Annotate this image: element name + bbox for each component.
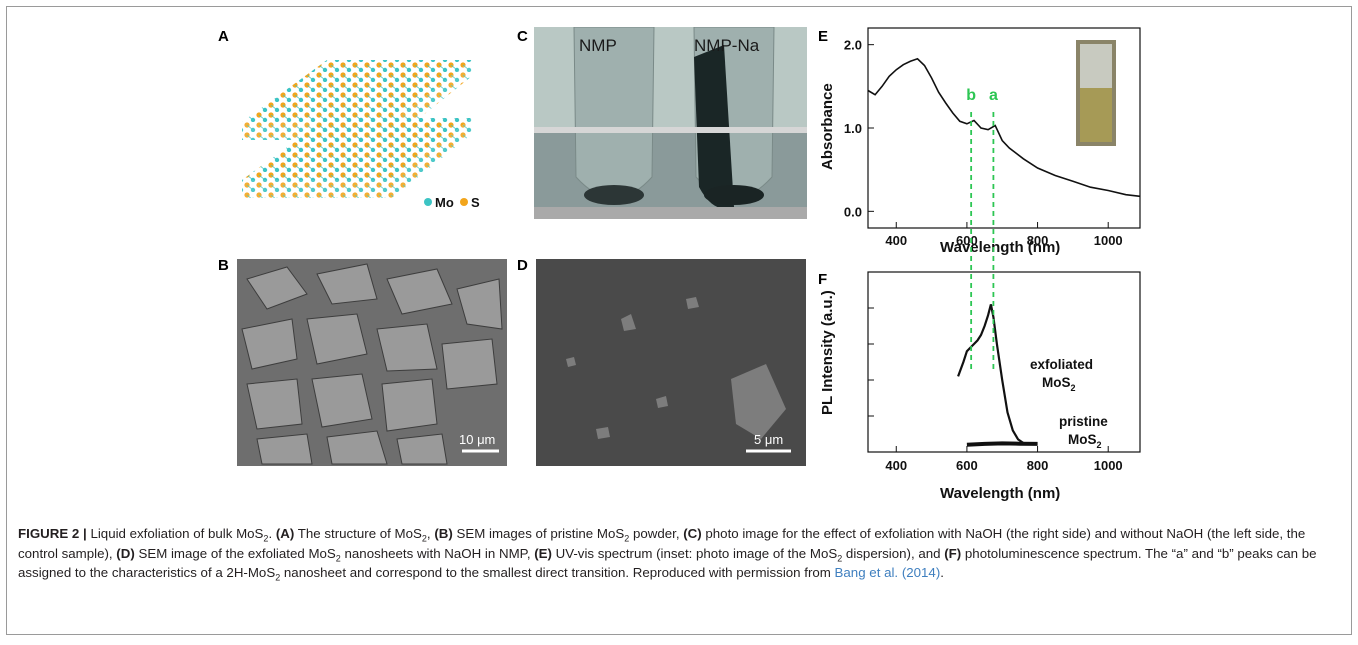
panel-label-c: C [517,28,528,45]
y-tick-label-e: 2.0 [844,38,862,53]
series-absorbance-line [867,57,1141,198]
label-exfoliated: exfoliated [1030,357,1093,372]
series-exfoliated-line [957,304,1025,444]
x-tick-label-e: 600 [956,233,978,248]
label-pristine-mos-text: MoS [1068,432,1097,447]
panel-label-a: A [218,28,229,45]
subscript: 2 [624,533,630,544]
caption-text: . [940,565,944,580]
y-axis-label-f: PL Intensity (a.u.) [819,290,836,415]
x-tick-label-f: 800 [1027,458,1049,473]
panel-ref: (E) [534,545,552,561]
caption-text: , [426,526,435,541]
peak-label-a: a [989,87,998,104]
x-axis-label-f: Wavelength (nm) [940,485,1060,502]
caption-text: powder, [629,526,684,541]
vial-label-nmp-na: NMP-Na [694,36,760,55]
peak-markers: b a [966,87,998,370]
panel-label-e: E [818,28,829,45]
panel-ref: (B) [434,526,453,541]
figure-label: FIGURE 2 | [18,526,87,541]
x-tick-label-f: 400 [885,458,907,473]
series-pristine-line [966,441,1038,447]
panel-label-f: F [818,271,827,288]
legend: Mo S [424,195,480,210]
caption-text: photo image for the effect of exfoliatio… [18,526,1306,561]
sem-image-exfoliated: 5 μm [536,259,806,466]
inset-photo [1076,40,1116,146]
chart-uv-vis: 400 600 800 1000 0.0 1.0 2.0 Absorbance Wavele… [819,27,1141,256]
subscript: 2 [421,533,427,544]
mos2-structure-illustration: Mo S [242,60,480,210]
caption-text: . [268,526,276,541]
caption-text: dispersion), and [842,545,945,561]
panel-label-b: B [218,257,229,274]
s-legend-dot [460,198,468,206]
subscript: 2 [275,572,281,583]
legend-s-label: S [471,195,480,210]
citation-link[interactable]: Bang et al. (2014) [834,565,941,580]
chart-pl: F 400 600 800 1000 exfoliated MoS2 pristine… [818,271,1141,502]
caption-text: UV-vis spectrum (inset: photo image of t… [551,545,838,561]
caption-text: SEM image of the exfoliated MoS [134,545,336,561]
caption-text: The structure of MoS [294,526,422,541]
charts-e-f: 400 600 800 1000 0.0 1.0 2.0 Absorbance Wavele… [818,27,1141,502]
y-tick-label-e: 1.0 [844,121,862,136]
x-tick-label-e: 400 [885,233,907,248]
caption-text: nanosheets with NaOH in NMP, [340,545,535,561]
panel-label-d: D [517,257,528,274]
x-axis-label-e: Wavelength (nm) [940,239,1060,256]
sem-image-pristine: 10 μm [237,259,507,466]
peak-label-b: b [966,87,976,104]
photo-vials: NMP NMP-Na [534,27,807,219]
scale-bar-label: 5 μm [754,432,783,447]
y-axis-label-e: Absorbance [819,83,836,170]
subscript: 2 [263,533,269,544]
subscript: 2 [1097,440,1102,450]
subscript: 2 [1071,383,1076,393]
subscript: 2 [837,553,843,564]
scale-bar-label: 10 μm [459,432,495,447]
label-exfoliated-mos-text: MoS [1042,375,1071,390]
label-pristine: pristine [1059,414,1108,429]
x-tick-label-e: 1000 [1094,233,1123,248]
y-tick-label-e: 0.0 [844,204,862,219]
subscript: 2 [335,553,341,564]
x-tick-label-f: 1000 [1094,458,1123,473]
caption-text: SEM images of pristine MoS [452,526,625,541]
caption-text: nanosheet and correspond to the smallest… [280,565,835,580]
caption-text: photoluminescence spectrum. The “a” and … [18,545,1317,581]
panel-ref: (A) [275,526,295,541]
caption-text: Liquid exfoliation of bulk MoS [86,526,264,541]
figure-caption: FIGURE 2 | Liquid exfoliation of bulk Mo… [18,524,1338,583]
figure-frame [6,6,1352,635]
mo-legend-dot [424,198,432,206]
x-tick-label-e: 800 [1027,233,1049,248]
plot-area-f [867,271,1141,453]
legend-mo-label: Mo [435,195,454,210]
label-exfoliated-mos: MoS2 [1042,375,1076,393]
panel-ref: (C) [683,526,702,541]
vial-label-nmp: NMP [579,36,617,55]
panel-ref: (D) [116,545,135,561]
label-pristine-mos: MoS2 [1068,432,1102,450]
x-tick-label-f: 600 [956,458,978,473]
panel-ref: (F) [944,545,962,561]
